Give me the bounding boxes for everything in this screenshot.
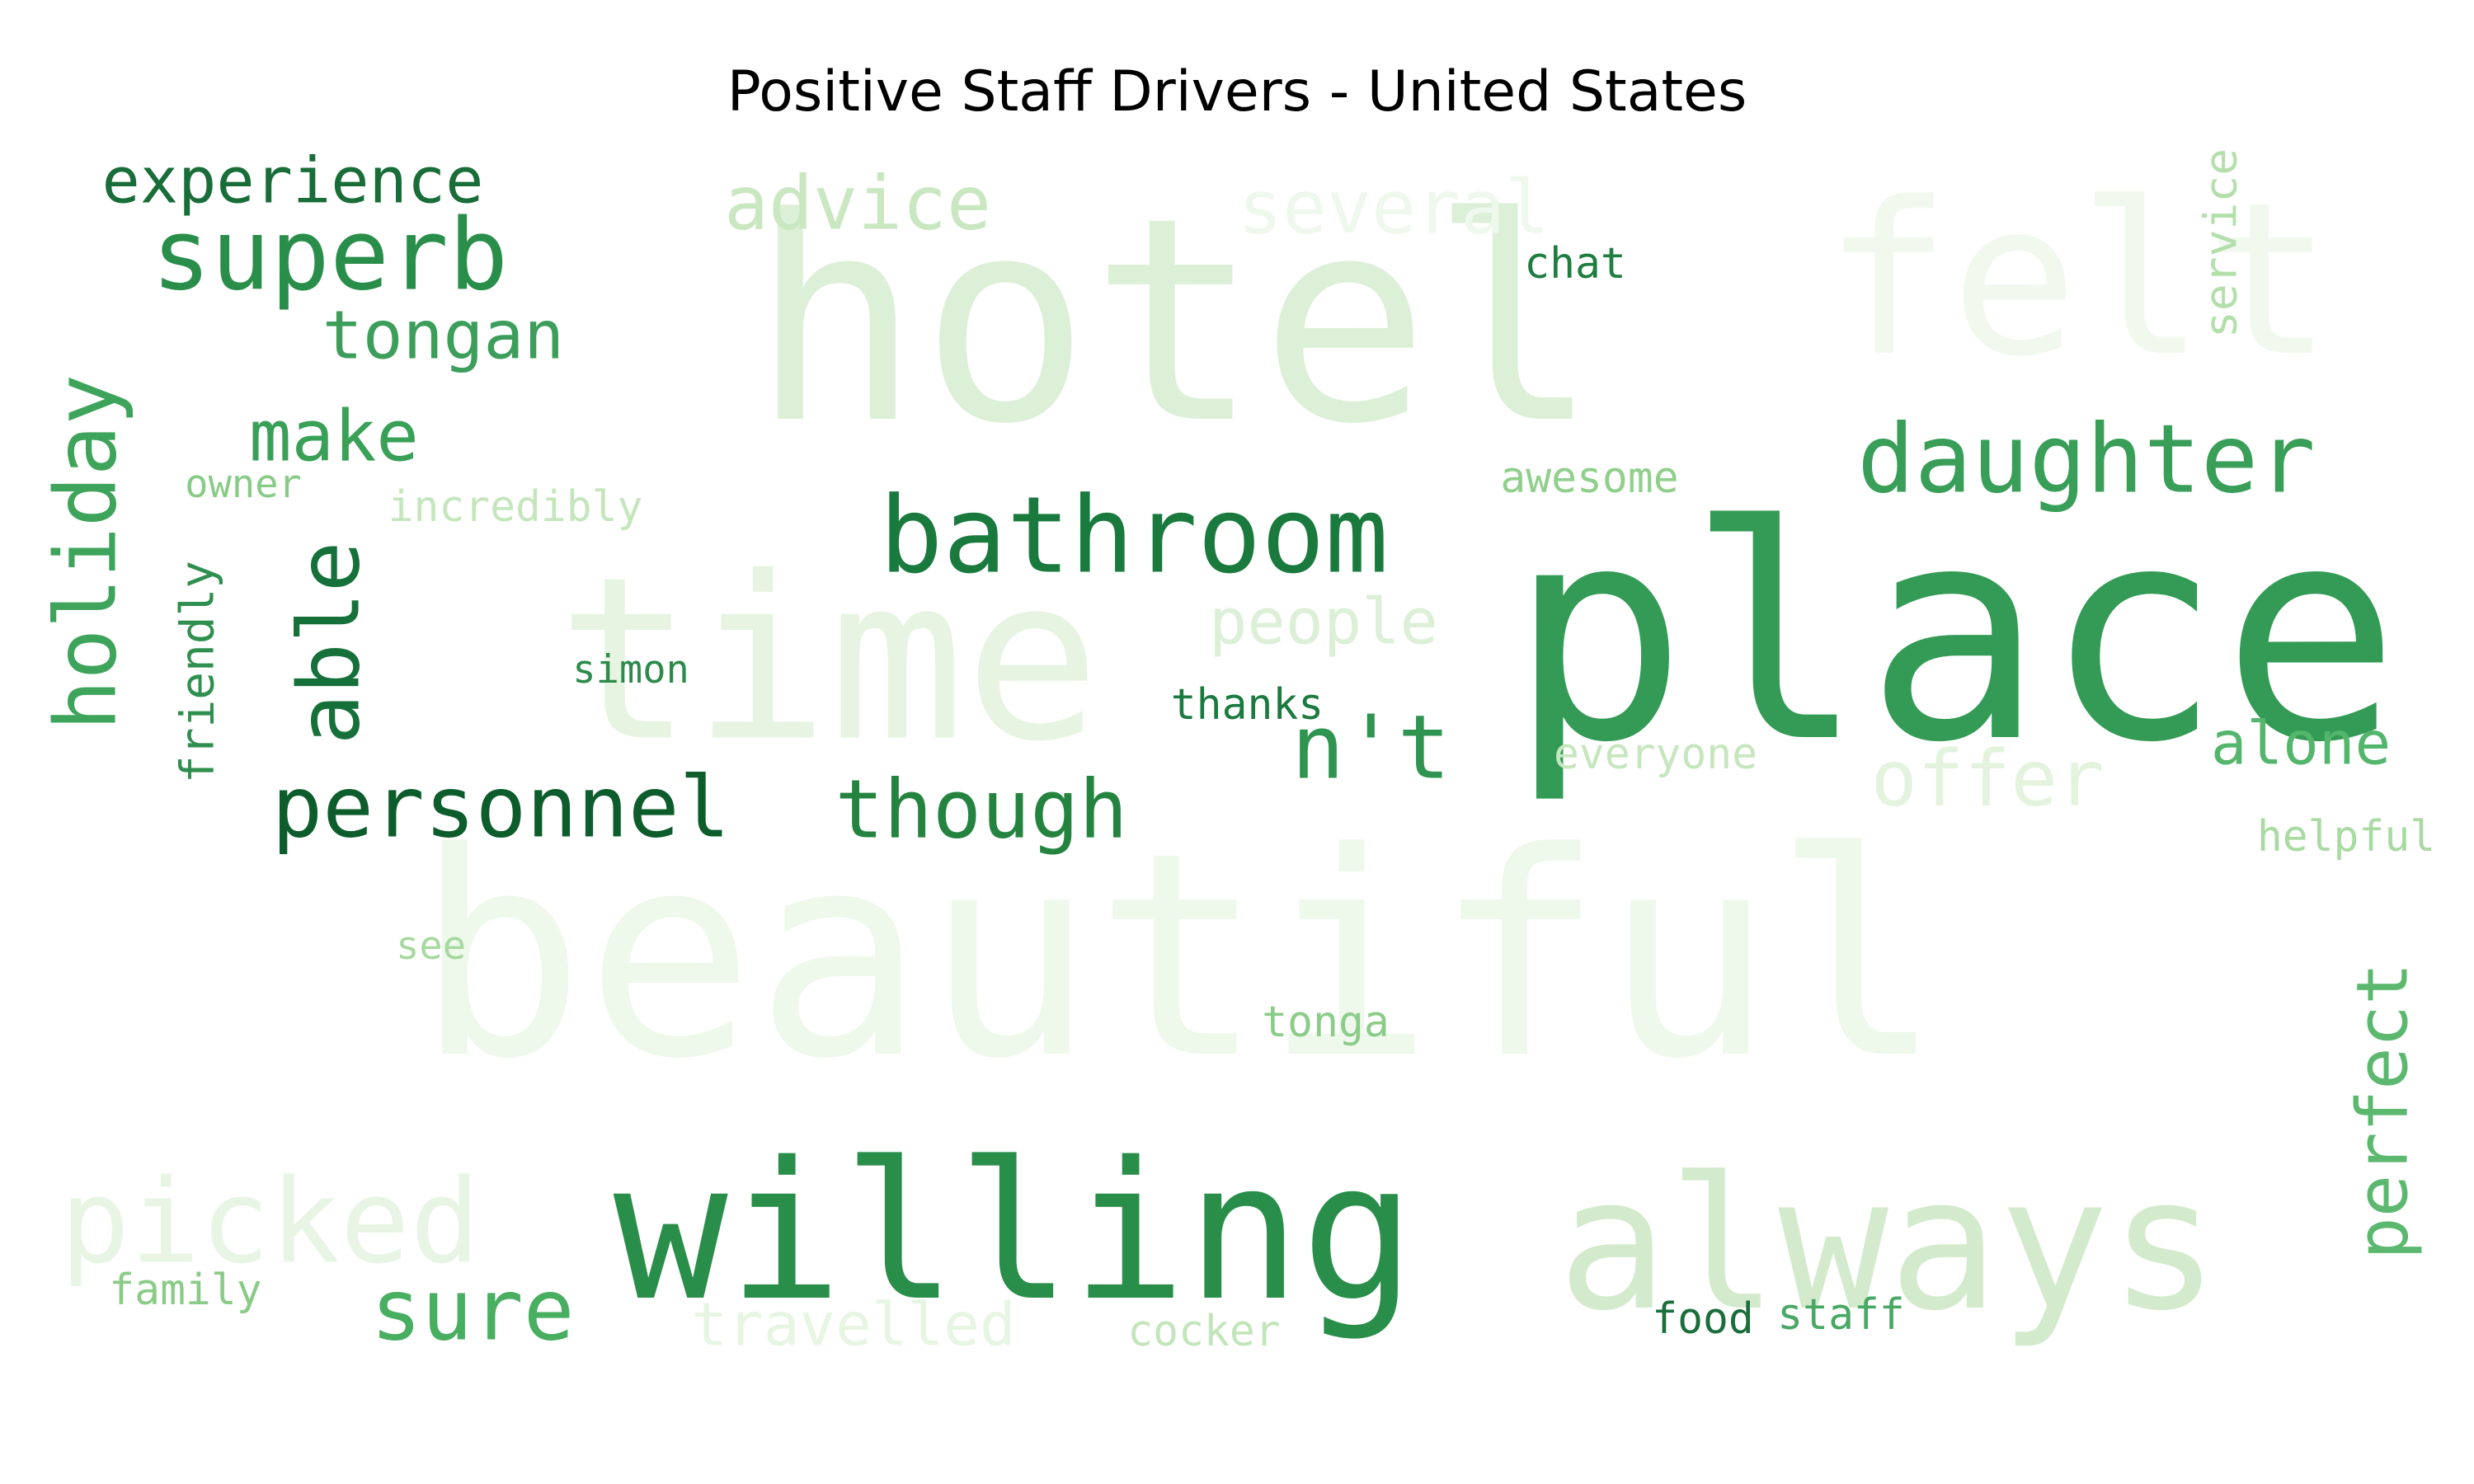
word-willing: willing [614, 1122, 1416, 1343]
word-simon: simon [572, 647, 689, 693]
word-staff: staff [1777, 1290, 1904, 1340]
word-see: see [396, 923, 466, 969]
word-able: able [281, 541, 379, 744]
word-everyone: everyone [1554, 730, 1757, 779]
word-experience: experience [102, 145, 484, 218]
word-incredibly: incredibly [388, 482, 643, 532]
word-felt: felt [1823, 157, 2332, 403]
word-time: time [557, 528, 1101, 791]
word-tongan: tongan [322, 298, 564, 375]
word-family: family [109, 1266, 261, 1315]
word-owner: owner [185, 462, 301, 507]
word-place: place [1509, 463, 2401, 807]
word-though: though [835, 763, 1128, 857]
word-people: people [1209, 586, 1438, 660]
word-service: service [2194, 148, 2247, 338]
word-make: make [249, 397, 419, 478]
word-friendly: friendly [172, 561, 225, 783]
word-tonga: tonga [1262, 998, 1389, 1047]
word-always: always [1558, 1139, 2220, 1351]
word-chat: chat [1524, 239, 1626, 289]
word-bathroom: bathroom [879, 475, 1388, 598]
word-superb: superb [152, 199, 508, 313]
word-food: food [1652, 1294, 1754, 1344]
word-alone: alone [2211, 710, 2392, 779]
word-n-t: n't [1291, 697, 1451, 800]
word-daughter: daughter [1857, 405, 2316, 515]
word-perfect: perfect [2343, 962, 2425, 1259]
word-awesome: awesome [1500, 453, 1678, 503]
word-offer: offer [1871, 735, 2105, 824]
word-holiday: holiday [38, 374, 136, 730]
word-several: several [1238, 166, 1550, 251]
word-picked: picked [60, 1155, 480, 1290]
word-advice: advice [724, 162, 991, 247]
word-travelled: travelled [691, 1291, 1015, 1360]
word-hotel: hotel [750, 157, 1599, 486]
word-personnel: personnel [272, 759, 731, 857]
word-thanks: thanks [1171, 680, 1324, 730]
word-helpful: helpful [2257, 812, 2435, 862]
chart-title: Positive Staff Drivers - United States [727, 59, 1747, 124]
word-cocker: cocker [1127, 1307, 1280, 1356]
word-sure: sure [371, 1262, 575, 1360]
word-beautiful: beautiful [416, 792, 1944, 1120]
